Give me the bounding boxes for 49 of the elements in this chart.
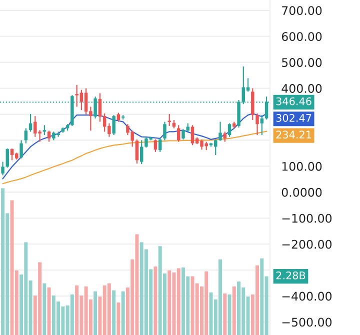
candlestick <box>6 148 10 168</box>
bar <box>75 285 79 335</box>
y-tick-label: −100.00 <box>282 214 332 223</box>
y-tick-label: −500.00 <box>282 318 332 327</box>
candlestick <box>24 128 28 144</box>
y-tick-label: −400.00 <box>282 292 332 301</box>
y-tick-label: 0.0000 <box>282 188 322 197</box>
bar <box>107 283 111 335</box>
candlestick <box>1 161 4 176</box>
candlestick <box>163 121 166 141</box>
candlestick <box>256 112 259 136</box>
candlestick <box>190 124 194 146</box>
candlestick <box>154 138 158 152</box>
text: 2.28B <box>276 271 306 280</box>
y-tick-label: 500.00 <box>282 58 322 67</box>
bar <box>232 286 236 335</box>
candlestick <box>135 138 139 164</box>
candlestick <box>112 114 116 136</box>
y-tick-label: 100.00 <box>282 162 322 171</box>
candlestick <box>140 140 144 165</box>
candlestick <box>223 131 227 142</box>
ref-line-label: 346.46 <box>276 97 312 106</box>
candlestick <box>251 88 254 121</box>
candlestick <box>20 140 23 159</box>
candlestick <box>228 122 232 138</box>
bar <box>1 188 5 335</box>
data-label: 302.47 <box>276 114 312 122</box>
candlestick <box>47 130 51 142</box>
data-label: 234.21 <box>276 130 312 139</box>
bar <box>121 291 125 335</box>
bar <box>94 291 98 335</box>
y-tick-label: 600.00 <box>282 32 322 42</box>
bar <box>168 270 172 335</box>
candlestick <box>260 114 264 136</box>
bar <box>42 283 46 335</box>
bar <box>116 302 120 335</box>
bar <box>70 294 74 335</box>
y-tick-label: 400.00 <box>282 84 322 93</box>
candlestick <box>218 121 222 142</box>
bar <box>112 290 116 335</box>
bar <box>154 266 158 335</box>
candlestick <box>158 138 162 152</box>
y-tick-label: 700.00 <box>282 6 322 16</box>
y-tick-label: −200.00 <box>282 240 332 249</box>
candlestick <box>42 124 46 136</box>
candlestick <box>28 113 32 132</box>
bar <box>223 293 227 335</box>
bar <box>47 287 51 335</box>
candlestick <box>98 92 102 122</box>
